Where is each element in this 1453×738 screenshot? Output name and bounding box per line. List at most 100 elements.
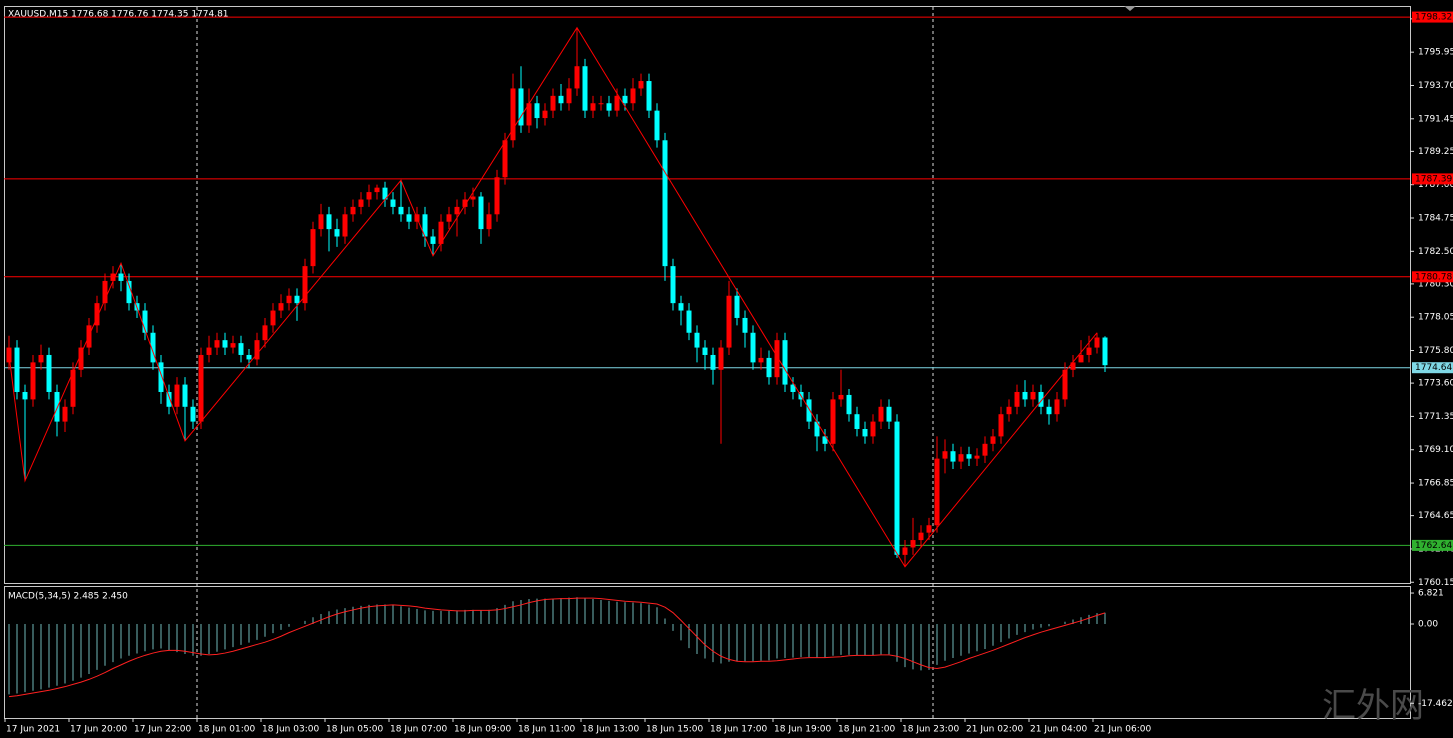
candle-body [806, 399, 812, 422]
candle-body [230, 343, 236, 348]
y-tick-label: 1764.65 [1418, 511, 1453, 521]
y-tick-label: 6.821 [1418, 589, 1444, 599]
candle-body [342, 214, 348, 237]
level-label: 1787.39 [1415, 174, 1452, 184]
candle-body [1102, 337, 1108, 366]
candle-body [142, 310, 148, 333]
chart-title: XAUUSD,M15 1776.68 1776.76 1774.35 1774.… [8, 10, 229, 20]
candle-body [830, 399, 836, 444]
candle-body [614, 95, 620, 111]
candle-body [622, 95, 628, 104]
x-tick-label: 18 Jun 01:00 [198, 725, 255, 735]
candle-body [198, 354, 204, 422]
candle-body [1094, 337, 1100, 348]
candle-body [1046, 406, 1052, 415]
x-tick-label: 18 Jun 21:00 [838, 725, 895, 735]
candle-body [686, 310, 692, 333]
candle-body [630, 88, 636, 104]
candle-body [766, 357, 772, 378]
candle-body [46, 354, 52, 392]
candle-body [550, 95, 556, 111]
x-tick-label: 17 Jun 22:00 [134, 725, 191, 735]
y-tick-label: 1775.80 [1418, 346, 1453, 356]
shift-marker [1124, 6, 1136, 11]
candle-body [190, 406, 196, 422]
candle-body [206, 347, 212, 355]
x-tick-label: 18 Jun 15:00 [646, 725, 703, 735]
candle-body [246, 354, 252, 360]
candle-body [94, 303, 100, 326]
y-tick-label: 1766.85 [1418, 479, 1453, 489]
candle-body [662, 140, 668, 267]
candle-body [102, 280, 108, 304]
x-tick-label: 17 Jun 2021 [6, 725, 60, 735]
candle-body [542, 110, 548, 119]
candle-body [182, 384, 188, 407]
x-tick-label: 18 Jun 07:00 [390, 725, 447, 735]
candle-body [638, 81, 644, 89]
candle-body [1038, 391, 1044, 407]
candle-body [294, 295, 300, 304]
candle-body [438, 221, 444, 244]
x-tick-label: 18 Jun 13:00 [582, 725, 639, 735]
x-tick-label: 18 Jun 05:00 [326, 725, 383, 735]
candle-body [1030, 391, 1036, 400]
candle-body [158, 362, 164, 392]
candle-body [942, 451, 948, 459]
candle-body [254, 340, 260, 360]
candle-body [838, 394, 844, 400]
candle-body [1086, 347, 1092, 355]
candle-body [382, 187, 388, 200]
y-tick-label: 1795.95 [1418, 48, 1453, 58]
candle-body [718, 347, 724, 370]
candle-body [934, 458, 940, 526]
level-tag [1412, 362, 1453, 374]
candle-body [702, 347, 708, 355]
candle-body [350, 206, 356, 215]
candle-body [166, 391, 172, 407]
candle-body [958, 454, 964, 462]
x-tick-label: 17 Jun 20:00 [70, 725, 127, 735]
x-tick-label: 18 Jun 19:00 [774, 725, 831, 735]
candle-body [174, 384, 180, 407]
candle-body [566, 88, 572, 104]
candle-body [582, 66, 588, 111]
candle-body [478, 196, 484, 230]
candle-body [238, 343, 244, 355]
candle-body [222, 340, 228, 348]
candle-body [302, 266, 308, 304]
candle-body [398, 206, 404, 215]
candle-body [654, 110, 660, 141]
candle-body [30, 362, 36, 400]
x-tick-label: 18 Jun 09:00 [454, 725, 511, 735]
candle-body [454, 206, 460, 215]
y-tick-label: 0.00 [1418, 620, 1438, 630]
candle-body [998, 414, 1004, 437]
candle-body [470, 196, 476, 200]
candle-body [358, 199, 364, 207]
x-tick-label: 18 Jun 23:00 [902, 725, 959, 735]
watermark: 汇外网 [1322, 686, 1424, 726]
x-tick-label: 18 Jun 03:00 [262, 725, 319, 735]
candle-body [374, 187, 380, 193]
candle-body [854, 414, 860, 430]
candle-body [790, 384, 796, 392]
candle-body [758, 357, 764, 363]
y-tick-label: 1780.30 [1418, 279, 1453, 289]
level-label: 1762.64 [1415, 541, 1452, 551]
candle-body [974, 455, 980, 459]
candle-body [422, 214, 428, 237]
candle-body [846, 394, 852, 415]
zigzag-line [8, 26, 1098, 568]
candle-body [78, 347, 84, 370]
candle-body [270, 310, 276, 326]
candle-body [502, 140, 508, 178]
candle-body [918, 532, 924, 541]
level-tag [1412, 539, 1453, 551]
candle-body [262, 325, 268, 341]
y-tick-label: 1791.45 [1418, 114, 1453, 124]
candle-body [62, 406, 68, 422]
candle-body [462, 199, 468, 207]
candle-body [678, 303, 684, 311]
